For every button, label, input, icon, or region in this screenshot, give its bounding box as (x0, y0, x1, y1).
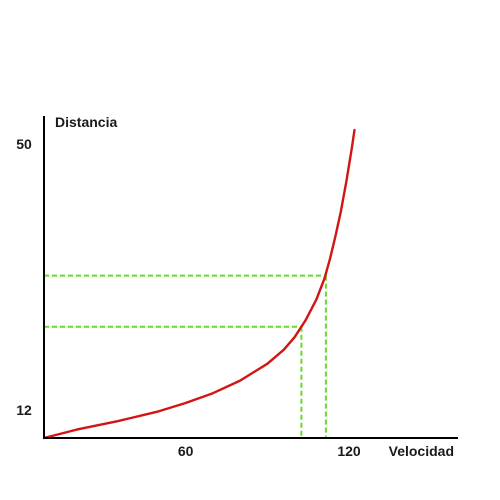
y-tick-labels: 12 50 (16, 136, 32, 418)
y-tick-label: 50 (16, 136, 32, 152)
y-tick-label: 12 (16, 402, 32, 418)
reference-lines (44, 274, 327, 438)
y-axis-label: Distancia (55, 114, 117, 130)
x-tick-label: 60 (178, 443, 194, 459)
series-line (42, 128, 356, 440)
x-axis-label: Velocidad (389, 443, 454, 459)
x-tick-labels: 60 120 (178, 443, 361, 459)
x-tick-label: 120 (337, 443, 361, 459)
